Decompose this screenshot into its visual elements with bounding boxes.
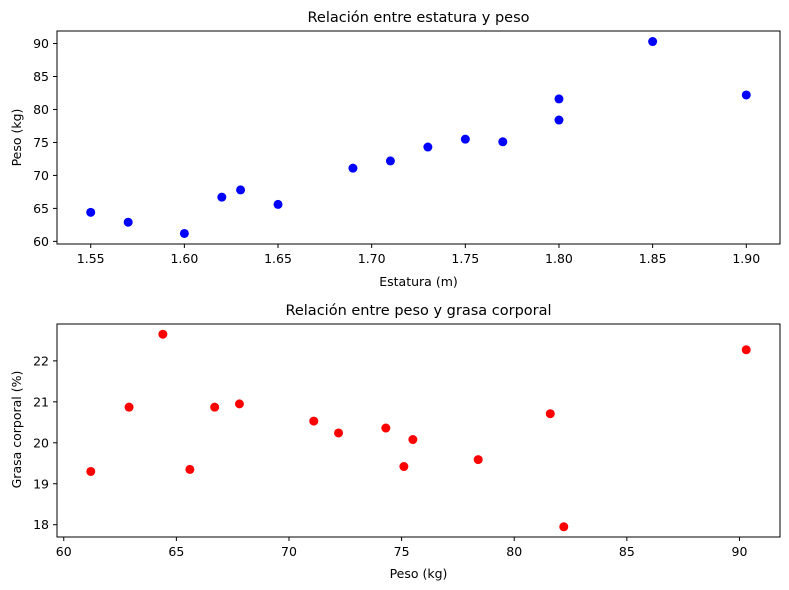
plot-frame <box>56 30 781 245</box>
y-tick-label: 65 <box>33 201 49 216</box>
data-point <box>334 428 344 438</box>
x-ticks: 60 65 70 75 80 85 90 <box>56 537 748 559</box>
x-tick-label: 70 <box>281 544 297 559</box>
data-point <box>234 399 244 409</box>
y-tick-label: 18 <box>33 517 49 532</box>
subplot-height-weight: Relación entre estatura y peso Estatura … <box>9 10 781 289</box>
data-point <box>554 94 564 104</box>
data-point <box>348 163 358 173</box>
x-tick-label: 1.90 <box>732 251 760 266</box>
data-point <box>158 329 168 339</box>
data-point <box>408 435 418 445</box>
data-point <box>124 402 134 412</box>
data-point <box>385 156 395 166</box>
x-tick-label: 1.70 <box>358 251 386 266</box>
x-tick-label: 90 <box>732 544 748 559</box>
y-tick-label: 75 <box>33 135 49 150</box>
data-points <box>86 329 751 532</box>
y-tick-label: 20 <box>33 435 49 450</box>
data-point <box>741 90 751 100</box>
x-ticks: 1.55 1.60 1.65 1.70 1.75 1.80 1.85 1.90 <box>77 244 760 266</box>
data-point <box>648 37 658 47</box>
y-tick-label: 22 <box>33 353 49 368</box>
data-point <box>554 115 564 125</box>
x-tick-label: 60 <box>56 544 72 559</box>
x-tick-label: 75 <box>394 544 410 559</box>
data-point <box>545 409 555 419</box>
y-tick-label: 70 <box>33 168 49 183</box>
data-point <box>559 522 569 532</box>
y-tick-label: 21 <box>33 394 49 409</box>
y-axis-label: Grasa corporal (%) <box>9 371 24 489</box>
x-tick-label: 80 <box>506 544 522 559</box>
y-tick-label: 60 <box>33 234 49 249</box>
x-tick-label: 65 <box>168 544 184 559</box>
plot-frame <box>56 323 781 538</box>
data-point <box>460 134 470 144</box>
x-tick-label: 1.80 <box>545 251 573 266</box>
data-point <box>185 464 195 474</box>
chart-title: Relación entre peso y grasa corporal <box>285 303 551 319</box>
x-tick-label: 85 <box>619 544 635 559</box>
data-points <box>86 37 751 238</box>
y-tick-label: 90 <box>33 36 49 51</box>
x-tick-label: 1.60 <box>170 251 198 266</box>
x-tick-label: 1.85 <box>639 251 667 266</box>
data-point <box>86 207 96 217</box>
data-point <box>236 185 246 195</box>
data-point <box>399 462 409 472</box>
data-point <box>123 217 133 227</box>
data-point <box>210 402 220 412</box>
data-point <box>741 345 751 355</box>
x-axis-label: Estatura (m) <box>379 274 458 289</box>
data-point <box>309 416 319 426</box>
y-axis-label: Peso (kg) <box>9 109 24 167</box>
y-tick-label: 19 <box>33 476 49 491</box>
data-point <box>217 192 227 202</box>
y-ticks: 18 19 20 21 22 <box>33 353 57 532</box>
x-axis-label: Peso (kg) <box>390 566 448 581</box>
subplot-weight-bodyfat: Relación entre peso y grasa corporal Pes… <box>9 303 781 581</box>
data-point <box>473 455 483 465</box>
data-point <box>86 466 96 476</box>
y-tick-label: 85 <box>33 69 49 84</box>
y-ticks: 60 65 70 75 80 85 90 <box>33 36 57 249</box>
data-point <box>381 423 391 433</box>
x-tick-label: 1.75 <box>451 251 479 266</box>
x-tick-label: 1.65 <box>264 251 292 266</box>
chart-title: Relación entre estatura y peso <box>307 10 529 26</box>
data-point <box>498 137 508 147</box>
y-tick-label: 80 <box>33 102 49 117</box>
data-point <box>273 199 283 209</box>
x-tick-label: 1.55 <box>77 251 105 266</box>
data-point <box>423 142 433 152</box>
data-point <box>179 228 189 238</box>
